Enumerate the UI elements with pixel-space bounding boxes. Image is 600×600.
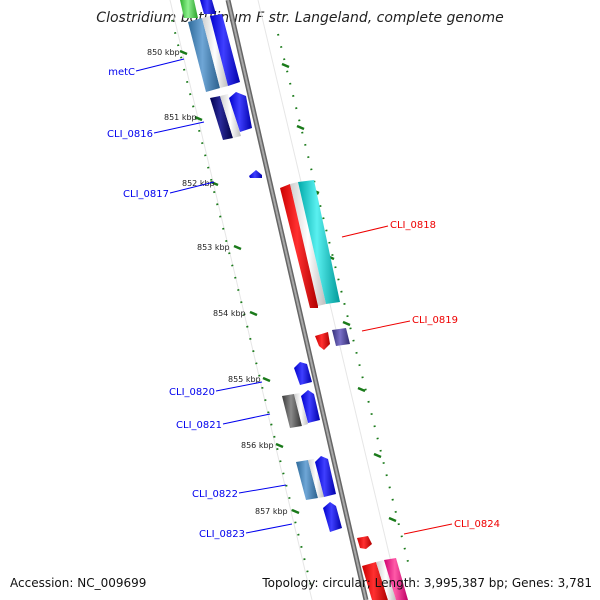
gene-arrow-cli0818[interactable]: [280, 184, 318, 308]
lane-border: [169, 0, 313, 600]
gene-label-cli0816[interactable]: CLI_0816: [107, 129, 153, 140]
tick-label: 852 kbp: [182, 179, 215, 188]
gene-arrow[interactable]: [294, 393, 308, 426]
leader-line-cli0823: [245, 523, 293, 534]
gene-arrow[interactable]: [332, 328, 350, 346]
tick-label: 851 kbp: [164, 113, 197, 122]
genome-backbone: [225, 0, 369, 600]
gene-arrow[interactable]: [384, 558, 408, 600]
gene-arrow[interactable]: [210, 14, 240, 86]
gene-label-cli0819[interactable]: CLI_0819: [412, 315, 458, 326]
tick-label: 855 kbp: [228, 375, 261, 384]
gene-label-cli0820[interactable]: CLI_0820: [169, 387, 215, 398]
gene-arrow[interactable]: [202, 16, 228, 88]
gene-arrow-metc[interactable]: [188, 18, 220, 92]
leader-line-cli0819: [361, 320, 411, 332]
gene-arrow[interactable]: [180, 0, 198, 18]
leader-line-cli0818: [341, 225, 389, 238]
label-leader-lines: [135, 58, 453, 535]
gene-arrow-cli0823[interactable]: [323, 502, 342, 532]
tick-labels: 850 kbp 851 kbp 852 kbp 853 kbp 854 kbp …: [147, 48, 288, 516]
gene-arrow[interactable]: [220, 94, 241, 138]
accession-text: Accession: NC_009699: [10, 576, 147, 590]
gene-labels: metC CLI_0816 CLI_0817 CLI_0818 CLI_0819…: [107, 67, 500, 540]
gene-arrow-cli0822[interactable]: [296, 460, 318, 500]
gene-arrow[interactable]: [200, 0, 216, 14]
gene-label-cli0818[interactable]: CLI_0818: [390, 220, 436, 231]
gene-arrow-cli0817[interactable]: [249, 170, 262, 178]
tick-marks: [179, 49, 300, 515]
gene-label-cli0824[interactable]: CLI_0824: [454, 519, 500, 530]
gene-arrow-cli0824[interactable]: [357, 536, 372, 549]
leader-line-cli0817: [169, 181, 215, 194]
tick-label: 854 kbp: [213, 309, 246, 318]
gene-label-metc[interactable]: metC: [108, 67, 135, 78]
gene-features[interactable]: [180, 0, 408, 600]
tick-label: 856 kbp: [241, 441, 274, 450]
leader-line-cli0821: [222, 413, 271, 425]
gene-label-cli0821[interactable]: CLI_0821: [176, 420, 222, 431]
tick-label: 853 kbp: [197, 243, 230, 252]
leader-line-cli0824: [403, 523, 453, 535]
gene-arrow[interactable]: [298, 180, 340, 304]
gene-arrow-cli0816[interactable]: [210, 96, 233, 140]
leader-line-cli0822: [238, 484, 287, 494]
gene-arrow-cli0819[interactable]: [315, 332, 330, 350]
gene-arrow[interactable]: [315, 456, 336, 497]
tick-marks-right: [281, 62, 397, 523]
gene-arrow[interactable]: [229, 92, 252, 132]
gene-label-cli0822[interactable]: CLI_0822: [192, 489, 238, 500]
tick-label: 850 kbp: [147, 48, 180, 57]
leader-line-cli0816: [153, 121, 205, 134]
genome-summary-text: Topology: circular; Length: 3,995,387 bp…: [262, 576, 592, 590]
gene-arrow[interactable]: [376, 560, 396, 600]
gene-arrow-cli0820[interactable]: [294, 362, 312, 385]
gene-arrow-cli0821[interactable]: [282, 394, 302, 428]
gene-label-cli0823[interactable]: CLI_0823: [199, 529, 245, 540]
gene-arrow[interactable]: [301, 390, 320, 423]
gene-arrow[interactable]: [290, 182, 326, 306]
leader-line-metc: [135, 58, 185, 72]
leader-line-cli0820: [215, 381, 263, 392]
tick-label: 857 kbp: [255, 507, 288, 516]
gene-arrow[interactable]: [308, 459, 324, 498]
gene-arrow[interactable]: [362, 562, 388, 600]
gene-label-cli0817[interactable]: CLI_0817: [123, 189, 169, 200]
